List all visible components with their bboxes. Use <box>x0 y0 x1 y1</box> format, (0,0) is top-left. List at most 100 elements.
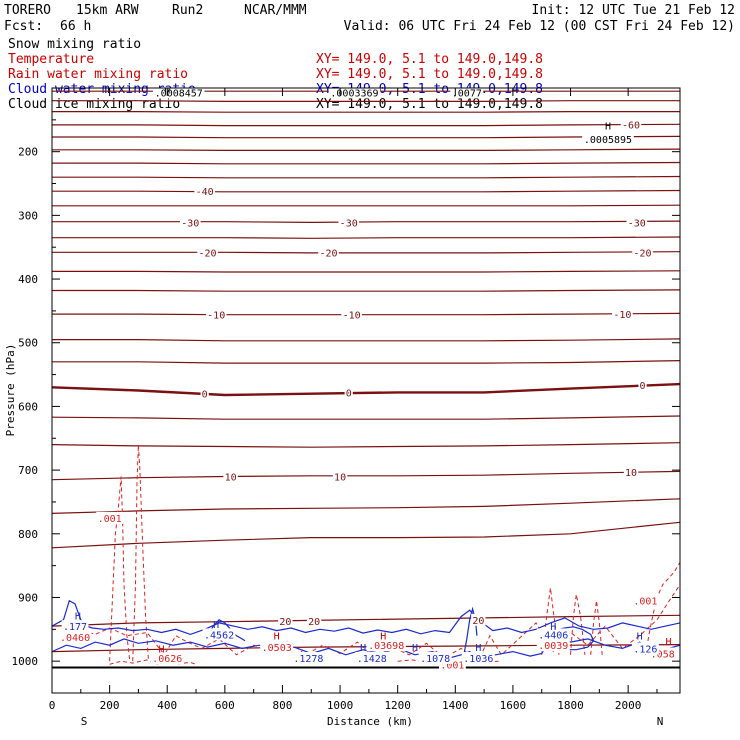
temperature-label-bg <box>338 216 360 229</box>
isotherm-line <box>52 220 680 224</box>
rain-contour <box>590 600 603 655</box>
x-tick-label: 1200 <box>384 699 411 712</box>
temperature-label: -30 <box>340 218 358 229</box>
temperature-label-bg <box>179 216 201 229</box>
x-tick-label: 0 <box>49 699 56 712</box>
isotherm-line <box>52 100 680 102</box>
rain-label: .001 <box>440 660 464 671</box>
high-marker: H <box>213 620 219 631</box>
x-tick-label: 400 <box>157 699 177 712</box>
temperature-label-bg <box>626 216 648 229</box>
temperature-label-bg <box>194 185 215 198</box>
rain-contour <box>109 659 197 665</box>
isotherm-line <box>52 289 680 292</box>
temperature-label-bg <box>632 246 653 259</box>
high-marker: H <box>360 643 366 654</box>
rain-label-bg <box>58 630 92 643</box>
isotherm-line <box>52 175 680 179</box>
temperature-label-bg <box>223 470 238 483</box>
y-tick-label: 500 <box>18 337 38 350</box>
rain-contour <box>132 444 149 662</box>
cloud-water-label: .4406 <box>538 630 568 641</box>
rain-label: .0460 <box>60 633 90 644</box>
ice-label: .0008457 <box>155 88 203 99</box>
ice-label-bg <box>152 88 205 99</box>
x-tick-label: 600 <box>215 699 235 712</box>
rain-label: .03698 <box>368 641 404 652</box>
temperature-label: 10 <box>625 468 637 479</box>
ice-label-bg <box>450 88 484 99</box>
rain-contour <box>644 562 680 655</box>
isotherm-line <box>52 251 680 254</box>
cloud-water-label: .1036 <box>463 654 493 665</box>
fcst-value: 66 h <box>60 19 91 34</box>
high-marker: H <box>605 122 611 133</box>
rain-label-bg <box>96 511 124 524</box>
cloud-water-label-bg <box>536 628 570 641</box>
rain-label-bg <box>260 641 294 654</box>
cloud-water-label: .1078 <box>420 654 450 665</box>
temperature-label: -10 <box>613 310 631 321</box>
temperature-label: -30 <box>181 218 199 229</box>
isotherm-line <box>52 470 680 481</box>
temperature-label-bg <box>306 615 322 628</box>
isotherm-line <box>52 204 680 207</box>
cloud-water-label-bg <box>632 642 659 655</box>
temperature-label-bg <box>332 470 348 483</box>
x-tick-label: 1800 <box>557 699 584 712</box>
field-name: Rain water mixing ratio <box>8 67 188 82</box>
ice-label: .0077 <box>452 88 482 99</box>
x-tick-label: 800 <box>273 699 293 712</box>
isotherm-line <box>52 415 680 420</box>
temperature-label: 20 <box>472 616 484 627</box>
temperature-label-bg <box>197 246 218 259</box>
high-marker: H <box>380 632 386 643</box>
fcst-label: Fcst: <box>4 19 43 34</box>
y-tick-label: 700 <box>18 464 38 477</box>
high-marker: H <box>550 622 556 633</box>
isotherm-line <box>52 236 680 239</box>
temperature-label: 10 <box>225 472 237 483</box>
plot-frame <box>51 87 681 694</box>
isotherm-line <box>52 123 680 127</box>
temperature-label-bg <box>344 386 353 399</box>
y-axis-title: Pressure (hPa) <box>4 344 17 437</box>
run-label: Run2 <box>172 3 203 18</box>
temperature-label: -10 <box>207 311 225 322</box>
cloud-water-contour <box>207 619 246 642</box>
rain-label-bg <box>366 639 406 652</box>
temperature-label: -10 <box>343 311 361 322</box>
axes: Distance (km) Pressure (hPa) S N 0 200 400… <box>4 88 680 728</box>
temperature-label-bg <box>278 615 293 628</box>
temperature-label: -40 <box>196 187 214 198</box>
high-marker: H <box>274 632 280 643</box>
field-name: Snow mixing ratio <box>8 37 141 52</box>
ice-label: .0005895 <box>584 135 632 146</box>
cloud-water-label-bg <box>461 651 495 664</box>
init-time: Init: 12 UTC Tue 21 Feb 12 <box>532 3 736 18</box>
isotherm-line <box>52 189 680 193</box>
field-xy: XY= 149.0, 5.1 to 149.0,149.8 <box>316 67 543 82</box>
high-marker: H <box>412 643 418 654</box>
ice-label-bg <box>328 88 381 99</box>
isotherm-line <box>52 312 680 316</box>
plot-area: -60 -40 -30 -30 -30 -20 -20 -20 -10 -10 -10 0 0 0 10 10… <box>51 87 681 694</box>
temperature-label: 0 <box>346 388 352 399</box>
cloud-water-label: .4562 <box>204 630 234 641</box>
header: TORERO 15km ARW Run2 NCAR/MMM Init: 12 U… <box>4 3 735 34</box>
temperature-label: 0 <box>202 390 208 401</box>
x-tick-label: 1400 <box>442 699 469 712</box>
temperature-label-bg <box>471 613 486 626</box>
ice-label-bg <box>582 132 634 145</box>
rain-contour <box>109 476 131 662</box>
x-tick-label: 1000 <box>327 699 354 712</box>
high-marker: H <box>158 644 164 655</box>
temperature-label-bg <box>638 378 647 391</box>
temperature-label: 20 <box>308 617 320 628</box>
isotherm-line <box>52 614 680 627</box>
y-tick-label: 900 <box>18 591 38 604</box>
y-tick-label: 1000 <box>12 655 39 668</box>
high-marker: H <box>475 643 481 654</box>
temperature-label: -20 <box>320 248 338 259</box>
cloud-water-label: .1428 <box>357 654 387 665</box>
